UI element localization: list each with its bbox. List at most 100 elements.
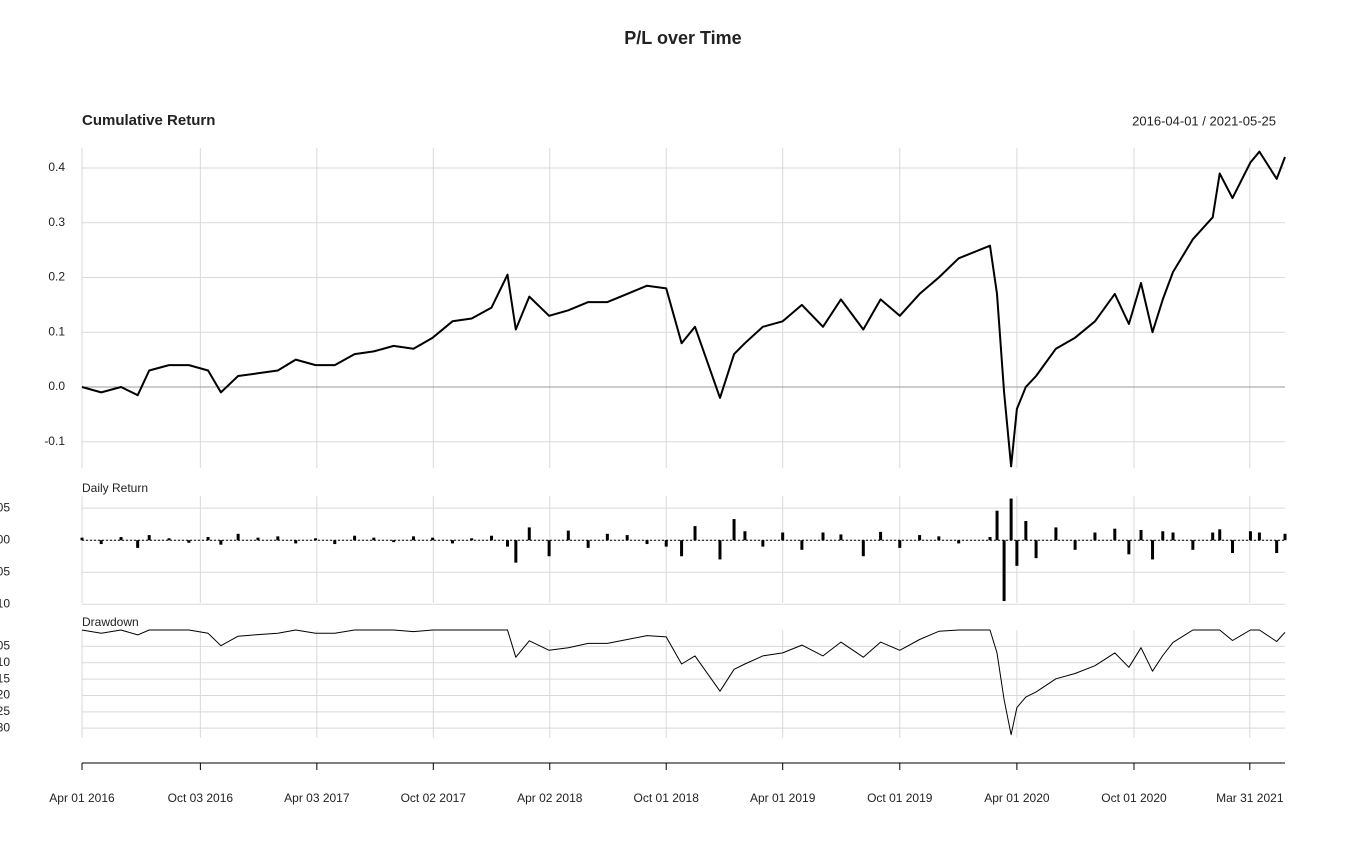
bar [1009, 498, 1013, 541]
y-tick-label: 0.00 [0, 532, 10, 546]
x-tick-label: Apr 03 2017 [284, 791, 350, 805]
x-tick-label: Apr 01 2020 [984, 791, 1050, 805]
panel-title: Cumulative Return [82, 112, 215, 129]
bar [99, 540, 103, 545]
bar [1161, 531, 1165, 541]
y-tick-label: -0.10 [0, 596, 10, 610]
bar [718, 540, 722, 560]
bar [957, 540, 961, 544]
bar [450, 540, 454, 544]
x-tick-label: Oct 01 2020 [1101, 791, 1167, 805]
bar [988, 537, 992, 541]
y-tick-label: 0.1 [48, 324, 65, 338]
y-tick-label: -0.20 [0, 688, 10, 702]
bar [839, 534, 843, 541]
bar [1034, 540, 1038, 559]
bar [693, 526, 697, 541]
bar [333, 540, 337, 545]
bar [1191, 540, 1195, 550]
y-tick-label: -0.10 [0, 655, 10, 669]
bar [586, 540, 590, 548]
bar [743, 531, 747, 541]
bar [1024, 520, 1028, 541]
bar [1002, 540, 1006, 602]
date-range: 2016-04-01 / 2021-05-25 [1132, 113, 1276, 128]
bar [1127, 540, 1131, 555]
bar [1283, 533, 1287, 541]
bar [625, 535, 629, 541]
bar [547, 540, 551, 557]
bar [1113, 528, 1117, 541]
bar [566, 530, 570, 541]
bar [1257, 532, 1261, 541]
bar [995, 510, 999, 541]
chart-title: P/L over Time [624, 28, 741, 48]
bar [664, 540, 668, 547]
bar [761, 540, 765, 547]
bar [206, 537, 210, 541]
bar [294, 540, 298, 544]
y-tick-label: 0.2 [48, 270, 65, 284]
bar [1015, 540, 1019, 566]
bar [800, 540, 804, 550]
bar [605, 533, 609, 541]
y-tick-label: 0.05 [0, 500, 10, 514]
bar [372, 537, 376, 541]
bar [167, 538, 171, 541]
y-tick-label: -0.1 [44, 434, 65, 448]
y-tick-label: -0.05 [0, 639, 10, 653]
bar [490, 535, 494, 541]
bar [431, 537, 435, 541]
y-tick-label: 0.0 [48, 379, 65, 393]
bar [236, 533, 240, 541]
bar [1093, 532, 1097, 541]
bar [879, 531, 883, 541]
bar [1054, 527, 1058, 541]
bar [1073, 540, 1077, 550]
x-tick-label: Oct 02 2017 [401, 791, 467, 805]
bar [256, 537, 260, 541]
bar [861, 540, 865, 557]
bar [514, 540, 518, 563]
bar [1231, 540, 1235, 554]
bar [821, 532, 825, 541]
bar [276, 536, 280, 541]
bar [80, 537, 84, 541]
y-tick-label: -0.05 [0, 564, 10, 578]
bar [353, 535, 357, 541]
y-tick-label: -0.15 [0, 671, 10, 685]
bar [187, 540, 191, 543]
x-tick-label: Oct 01 2019 [867, 791, 933, 805]
bar [314, 538, 318, 541]
x-tick-label: Oct 03 2016 [168, 791, 234, 805]
bar [147, 535, 151, 541]
bar [1151, 540, 1155, 560]
bar [937, 536, 941, 541]
bar [645, 540, 649, 545]
x-tick-label: Oct 01 2018 [634, 791, 700, 805]
line [81, 150, 1286, 468]
x-tick-label: Apr 02 2018 [517, 791, 583, 805]
bar [781, 532, 785, 541]
panel-title: Daily Return [82, 481, 148, 495]
bar [506, 540, 510, 547]
bar [1211, 532, 1215, 541]
bar [1139, 529, 1143, 541]
x-tick-label: Apr 01 2016 [49, 791, 115, 805]
bar [392, 540, 396, 543]
bar [898, 540, 902, 548]
x-tick-label: Mar 31 2021 [1216, 791, 1284, 805]
line [81, 629, 1286, 736]
bar [1248, 531, 1252, 541]
y-tick-label: -0.25 [0, 704, 10, 718]
y-tick-label: -0.30 [0, 720, 10, 734]
bar [411, 536, 415, 541]
bar [1218, 529, 1222, 541]
bar [470, 538, 474, 541]
panel-title: Drawdown [82, 615, 139, 629]
bar [119, 537, 123, 541]
y-tick-label: 0.4 [48, 160, 65, 174]
bar [136, 540, 140, 548]
bar [219, 540, 223, 545]
